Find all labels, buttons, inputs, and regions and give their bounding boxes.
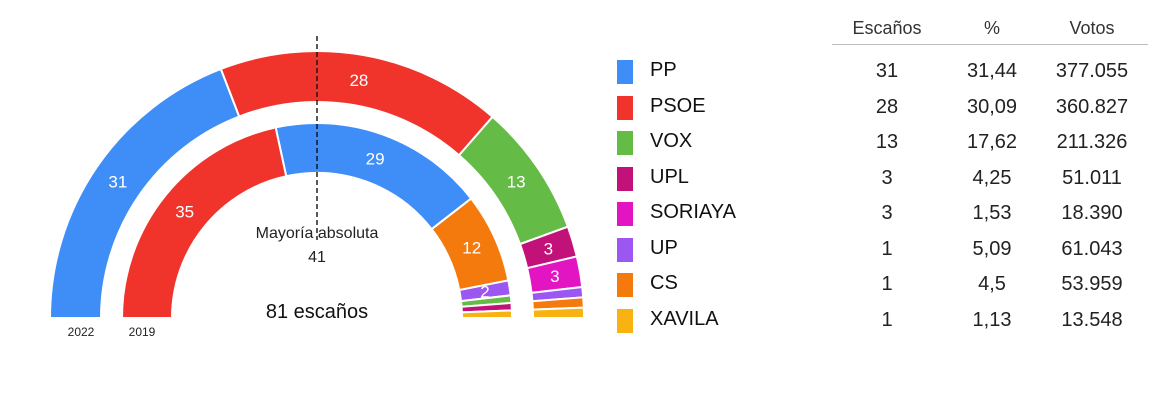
seat-label-2022-upl: 3 (544, 240, 553, 259)
party-pct: 5,09 (972, 237, 1012, 260)
ring-2019 (120, 122, 514, 319)
seat-label-2019-pp: 29 (366, 149, 385, 168)
table-row: SORIAYA 3 1,53 18.390 (608, 194, 1148, 230)
party-color-swatch (617, 60, 633, 84)
table-row: PSOE 28 30,09 360.827 (608, 88, 1148, 124)
seat-label-2022-soriaya: 3 (550, 267, 559, 286)
party-color-swatch (617, 202, 633, 226)
ring-year-2022: 2022 (68, 325, 95, 339)
table-row: VOX 13 17,62 211.326 (608, 123, 1148, 159)
party-color-swatch (617, 273, 633, 297)
majority-value: 41 (308, 249, 326, 266)
party-seats: 28 (875, 95, 899, 118)
party-votes: 53.959 (1061, 273, 1123, 295)
party-pct: 4,25 (972, 166, 1012, 189)
party-name: XAVILA (650, 307, 719, 330)
party-color-swatch (617, 237, 633, 262)
ring-year-2019: 2019 (129, 325, 156, 339)
party-color-swatch (617, 95, 633, 120)
party-votes: 377.055 (1055, 60, 1129, 82)
table-row: CS 1 4,5 53.959 (608, 265, 1148, 301)
header-votes: Votos (1069, 18, 1115, 38)
party-seats: 3 (881, 202, 893, 224)
party-name: PP (650, 59, 677, 81)
party-seats: 1 (881, 273, 893, 295)
table-row: XAVILA 1 1,13 13.548 (608, 301, 1148, 337)
party-seats: 1 (881, 308, 893, 331)
table-row: UP 1 5,09 61.043 (608, 230, 1148, 266)
party-name: PSOE (650, 94, 706, 117)
party-name: SORIAYA (650, 201, 736, 223)
total-seats-label: 81 escaños (266, 301, 368, 323)
header-seats: Escaños (852, 18, 922, 38)
ring-2022 (48, 50, 586, 319)
party-seats: 3 (881, 166, 893, 189)
party-name: VOX (650, 130, 693, 152)
party-pct: 30,09 (966, 95, 1018, 118)
results-table: Escaños % Votos PP 31 31,44 377.055 PSOE 28 30… (608, 12, 1148, 336)
header-pct: % (983, 18, 1000, 38)
party-pct: 1,13 (972, 308, 1012, 331)
table-row: PP 31 31,44 377.055 (608, 52, 1148, 88)
table-header: Escaños % Votos (832, 12, 1148, 45)
party-pct: 1,53 (972, 202, 1012, 224)
party-votes: 13.548 (1061, 308, 1123, 331)
seat-label-2019-cs: 12 (462, 239, 481, 258)
arc-2022-xavila (531, 306, 586, 319)
majority-label: Mayoría absoluta (256, 225, 379, 242)
party-pct: 17,62 (966, 131, 1018, 153)
party-seats: 13 (875, 131, 899, 153)
party-name: UP (650, 236, 678, 259)
party-votes: 360.827 (1055, 95, 1129, 118)
party-color-swatch (617, 131, 633, 155)
party-votes: 51.011 (1062, 166, 1122, 189)
party-pct: 31,44 (966, 60, 1018, 82)
party-pct: 4,5 (978, 273, 1006, 295)
seat-labels: 31 28 13 3 3 35 29 12 2 (108, 71, 559, 302)
party-seats: 1 (881, 237, 893, 260)
party-seats: 31 (875, 60, 899, 82)
seat-label-2022-vox: 13 (507, 172, 526, 191)
seat-label-2019-up: 2 (480, 283, 489, 302)
party-name: UPL (650, 165, 689, 188)
parliament-chart: 31 28 13 3 3 35 29 12 2 Mayoría absoluta 41 81 e… (48, 36, 586, 339)
seat-label-2022-pp: 31 (108, 172, 127, 191)
party-votes: 18.390 (1061, 202, 1123, 224)
seat-label-2019-psoe: 35 (175, 202, 194, 221)
seat-label-2022-psoe: 28 (349, 71, 368, 90)
party-votes: 61.043 (1061, 237, 1123, 260)
party-votes: 211.326 (1056, 131, 1128, 153)
party-name: CS (650, 272, 678, 294)
table-row: UPL 3 4,25 51.011 (608, 159, 1148, 195)
party-color-swatch (617, 308, 633, 333)
party-color-swatch (617, 166, 633, 191)
table-body: PP 31 31,44 377.055 PSOE 28 30,09 360.827 VOX 13 1… (608, 45, 1148, 336)
arc-2019-xavila (460, 309, 514, 319)
